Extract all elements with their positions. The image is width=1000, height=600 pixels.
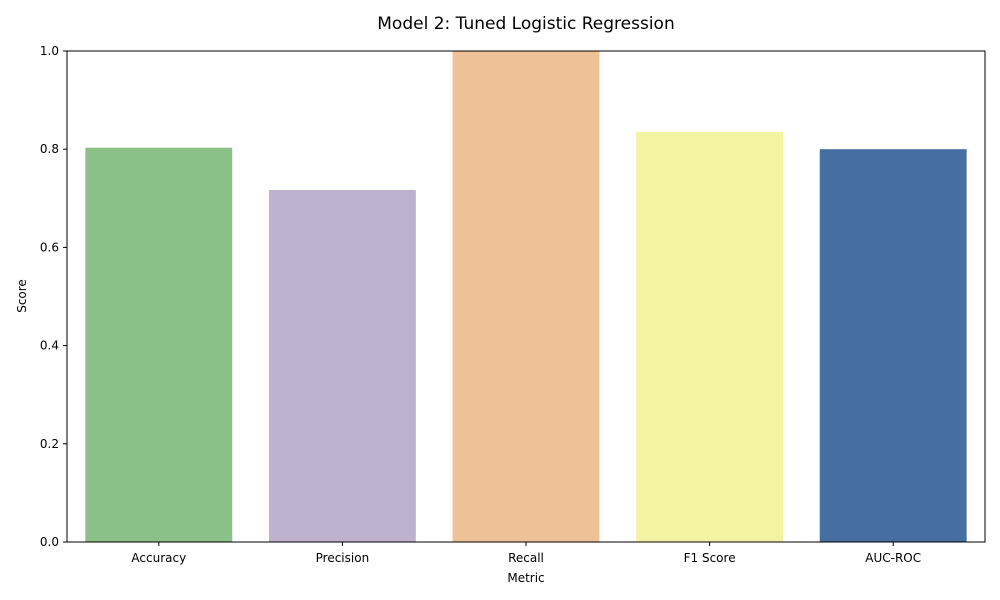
bar-f1-score [636,132,784,542]
plot-frame [66,50,986,543]
x-tick-label: Accuracy [131,551,186,565]
y-tick-label: 1.0 [40,44,59,58]
bar-recall [452,51,600,542]
chart-title: Model 2: Tuned Logistic Regression [377,14,674,34]
x-tick-label: Precision [316,551,370,565]
y-axis-label: Score [15,279,29,313]
x-tick-label: AUC-ROC [865,551,921,565]
x-tick-label: F1 Score [684,551,736,565]
y-tick-label: 0.0 [40,535,59,549]
y-tick-label: 0.4 [40,339,59,353]
y-tick-label: 0.2 [40,437,59,451]
y-tick-label: 0.8 [40,142,59,156]
bar-auc-roc [819,149,967,542]
bar-accuracy [85,147,233,543]
x-axis-label: Metric [507,571,544,585]
y-tick-label: 0.6 [40,240,59,254]
x-tick-label: Recall [508,551,544,565]
y-axis: 0.0 0.2 0.4 0.6 0.8 1.0 [40,44,67,549]
bar-precision [268,189,416,542]
bars-group [85,51,967,543]
x-axis: Accuracy Precision Recall F1 Score AUC-ROC [131,542,921,565]
